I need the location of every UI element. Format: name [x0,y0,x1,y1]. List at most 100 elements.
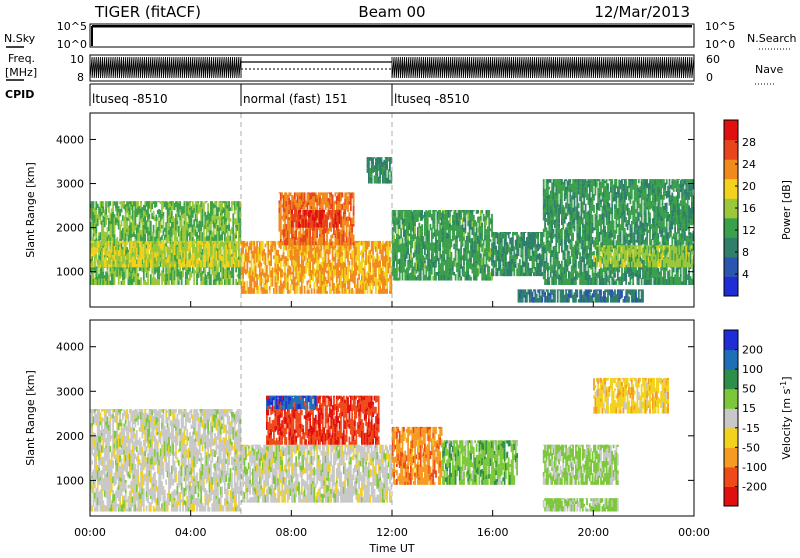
range-cell [469,230,471,236]
range-cell [342,192,344,197]
range-cell [364,291,366,294]
cpid-segment-label: normal (fast) 151 [243,92,347,106]
range-cell [204,269,206,273]
range-cell [465,230,467,233]
range-cell [161,235,163,240]
range-cell [574,222,576,226]
range-cell [220,247,222,254]
range-cell [153,225,155,233]
range-cell [235,235,237,239]
range-cell [596,216,598,220]
range-cell [353,192,355,198]
range-cell [495,260,497,267]
range-cell [216,255,218,261]
range-cell [114,278,116,285]
range-cell [372,161,374,166]
range-cell [126,241,128,245]
range-cell [355,271,357,276]
range-cell [246,241,248,242]
range-cell [470,277,472,281]
range-cell [592,223,594,227]
range-cell [488,241,490,247]
freq-label-line2: [MHz] [5,66,37,79]
range-cell [547,189,549,195]
range-cell [574,199,576,203]
range-cell [290,288,292,293]
range-cell [221,279,223,285]
range-cell [216,201,218,202]
range-cell [512,236,514,243]
range-cell [93,201,95,205]
range-cell [172,201,174,202]
nave-tick-top: 60 [706,53,720,66]
range-cell [123,201,125,202]
range-cell [557,199,559,203]
range-cell [518,253,520,257]
range-cell [125,260,127,264]
range-cell [350,246,352,250]
range-cell [347,205,349,212]
range-cell [260,263,262,267]
range-cell [371,173,373,178]
range-cell [382,252,384,255]
range-cell [606,179,608,182]
range-cell [404,262,406,267]
range-cell [369,266,371,273]
range-cell [115,241,117,243]
range-cell [526,259,528,263]
range-cell [417,218,419,221]
range-cell [389,163,391,172]
range-cell [557,196,559,199]
range-cell [332,210,334,214]
range-cell [555,247,557,251]
range-cell [368,243,370,247]
range-cell [491,220,493,224]
range-cell [125,273,127,278]
range-cell [147,271,149,279]
range-cell [420,276,422,281]
range-cell [150,227,152,232]
range-cell [592,188,594,194]
range-cell [501,238,503,243]
range-cell [339,210,341,212]
range-cell [411,244,413,248]
range-cell [460,277,462,281]
range-cell [147,259,149,268]
range-cell [389,247,391,251]
range-cell [305,267,307,274]
range-cell [107,247,109,251]
range-cell [114,231,116,235]
range-cell [280,219,282,226]
range-cell [579,252,581,256]
range-cell [163,217,165,225]
range-cell [174,261,176,264]
range-cell [109,201,111,202]
range-cell [486,220,488,225]
range-cell [353,212,355,216]
range-cell [280,245,282,249]
range-cell [269,290,271,294]
range-cell [557,257,559,261]
range-cell [343,242,345,245]
range-cell [304,192,306,198]
range-cell [386,163,388,170]
range-cell [572,233,574,241]
range-cell [430,210,432,212]
range-cell [163,267,165,273]
range-cell [301,288,303,294]
range-cell [301,215,303,220]
range-cell [424,261,426,264]
range-cell [198,201,200,203]
range-cell [150,221,152,227]
range-cell [266,283,268,290]
range-cell [349,212,351,217]
range-cell [277,272,279,276]
range-cell [343,238,345,243]
range-cell [206,201,208,202]
range-cell [481,232,483,241]
range-cell [386,288,388,294]
range-cell [455,251,457,255]
range-cell [204,255,206,259]
freq-traces [90,57,694,78]
range-cell [585,204,587,208]
